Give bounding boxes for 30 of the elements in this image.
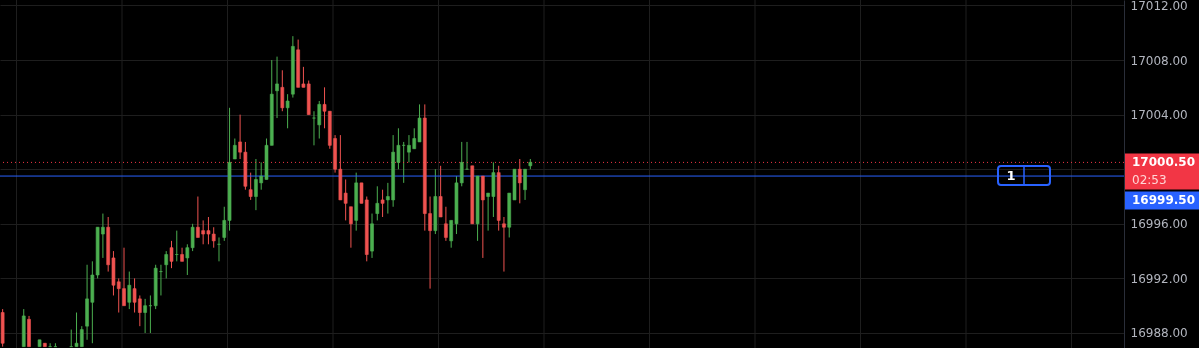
candlestick xyxy=(317,100,322,140)
y-tick-label: 16996.00 xyxy=(1130,217,1188,232)
text: 02:53 xyxy=(1132,173,1167,188)
candlestick xyxy=(444,206,448,242)
y-tick-label: 17004.00 xyxy=(1130,108,1188,123)
candlestick xyxy=(523,168,527,201)
candlestick xyxy=(380,189,385,218)
candlestick xyxy=(164,250,169,279)
ref-line-label: 17000.50 xyxy=(1132,155,1196,170)
candlestick xyxy=(312,110,316,146)
candlestick xyxy=(169,240,174,269)
y-tick-label: 16992.00 xyxy=(1130,271,1188,286)
candlestick xyxy=(375,185,380,221)
candlestick xyxy=(438,165,443,218)
candlestick xyxy=(481,175,485,259)
candlestick xyxy=(143,298,147,334)
candlestick xyxy=(280,69,285,112)
candlestick xyxy=(502,216,506,273)
ref-line-label: 16999.50 xyxy=(1132,193,1196,208)
annotation: 1 xyxy=(1006,168,1016,184)
y-tick-label: 16988.00 xyxy=(1130,326,1188,341)
candlestick xyxy=(285,93,290,129)
candlestick xyxy=(349,206,353,249)
candlestick xyxy=(517,158,522,204)
candlestick xyxy=(127,271,132,310)
candlestick xyxy=(275,56,279,119)
y-tick-label: 17008.00 xyxy=(1130,53,1188,68)
y-tick-label: 17012.00 xyxy=(1130,0,1188,13)
candlestick xyxy=(248,172,253,201)
candlestick xyxy=(233,138,237,160)
